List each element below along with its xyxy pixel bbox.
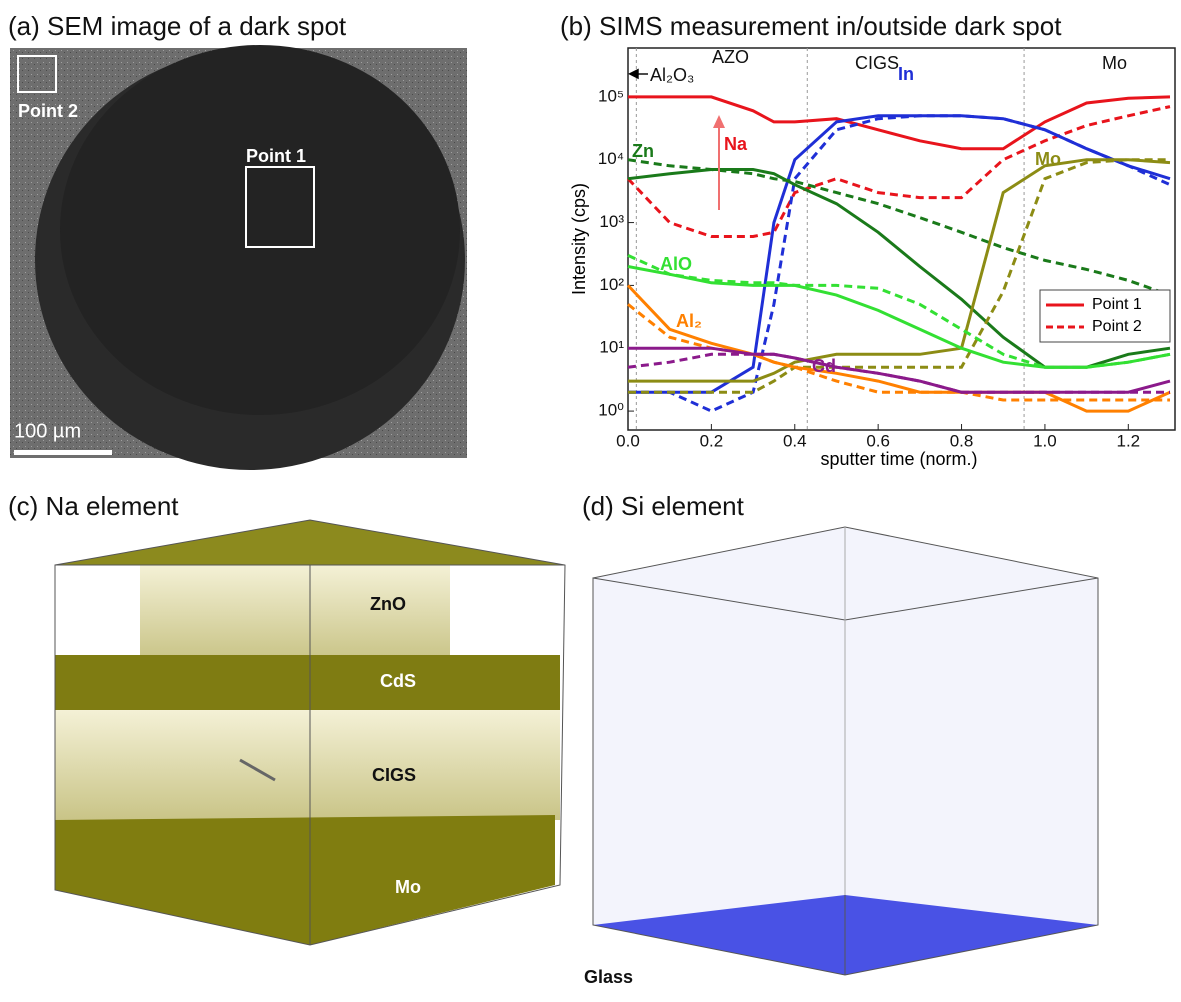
series-label: Na [724, 134, 748, 154]
series-label: In [898, 64, 914, 84]
x-tick-label: 0.6 [866, 431, 890, 450]
point-label: Point 2 [18, 101, 78, 121]
panel-title: (d) Si element [582, 491, 745, 521]
series-label: AlO [660, 254, 692, 274]
y-tick-label: 10⁵ [598, 86, 624, 105]
layer-label: Mo [395, 877, 421, 897]
region-label: Mo [1102, 53, 1127, 73]
arrow-head: ◀ [628, 65, 639, 81]
x-tick-label: 0.0 [616, 431, 640, 450]
plot: 0.0 0.2 0.4 0.6 0.8 1.0 1.2 10⁰ 10¹ 10² 10³ 10⁴ 10⁵ s… [569, 47, 1175, 469]
series-label: Cd [812, 356, 836, 376]
chart-title: (b) SIMS measurement in/outside dark spo… [560, 11, 1062, 41]
y-axis-label: Intensity (cps) [569, 183, 589, 295]
x-tick-label: 1.0 [1033, 431, 1057, 450]
scale-bar [14, 450, 112, 455]
y-tick-label: 10² [599, 275, 624, 294]
panel-title: (a) SEM image of a dark spot [8, 11, 347, 41]
region-label: AZO [712, 47, 749, 67]
point-label: Point 1 [246, 146, 306, 166]
x-tick-label: 0.8 [950, 431, 974, 450]
y-tick-label: 10³ [599, 212, 624, 231]
y-tick-label: 10⁴ [598, 149, 624, 168]
layer-label: CIGS [372, 765, 416, 785]
scale-label: 100 µm [14, 420, 81, 442]
x-tick-label: 0.4 [783, 431, 807, 450]
glass-label: Glass [584, 967, 633, 987]
x-tick-label: 1.2 [1116, 431, 1140, 450]
figure: (a) SEM image of a dark spot Point 2 Poi… [0, 0, 1181, 997]
y-tick-label: 10⁰ [598, 401, 624, 420]
y-tick-label: 10¹ [599, 338, 624, 357]
panel-title: (c) Na element [8, 491, 179, 521]
legend-label: Point 2 [1092, 318, 1142, 335]
layer-label: CdS [380, 671, 416, 691]
dark-spot-core [60, 45, 460, 415]
layer-label: ZnO [370, 594, 406, 614]
cube-si [593, 527, 1098, 975]
legend-label: Point 1 [1092, 296, 1142, 313]
cube-na [55, 520, 565, 945]
plot-frame [628, 48, 1175, 430]
series-label: Al₂ [676, 311, 702, 331]
series-label: Zn [632, 141, 654, 161]
region-label: Al₂O₃ [650, 65, 694, 85]
x-tick-label: 0.2 [700, 431, 724, 450]
series-label: Mo [1035, 149, 1061, 169]
region-label: CIGS [855, 53, 899, 73]
x-axis-label: sputter time (norm.) [820, 449, 977, 469]
